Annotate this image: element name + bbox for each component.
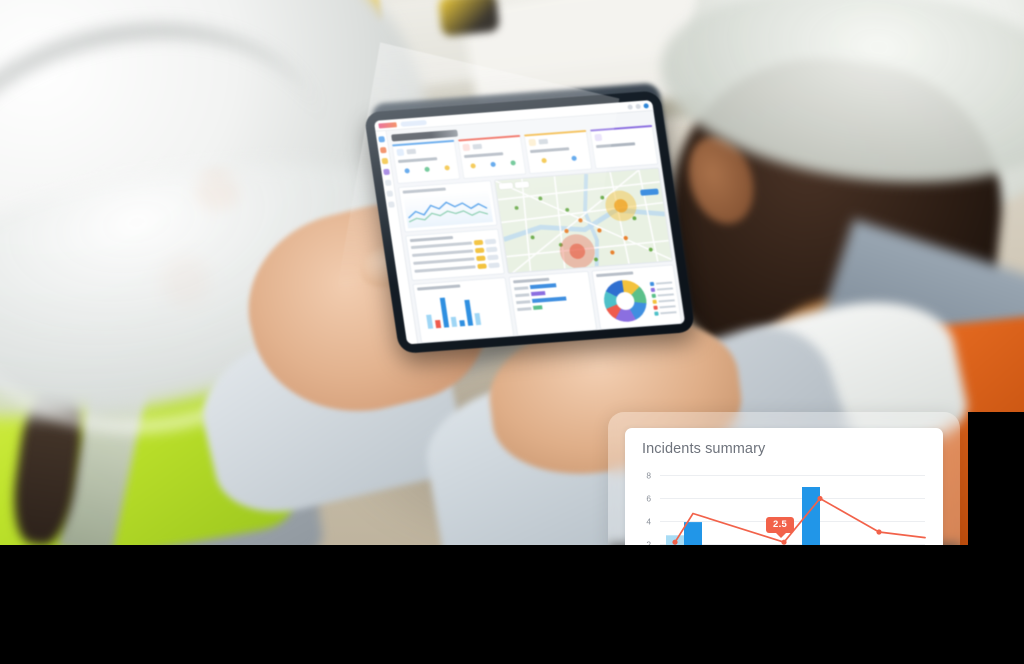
sidebar-item-home-icon[interactable] (378, 136, 386, 143)
svg-text:8: 8 (646, 471, 651, 481)
sidebar-item-placements-icon[interactable] (383, 168, 391, 176)
people-icon (594, 133, 603, 142)
help-icon[interactable] (635, 103, 641, 109)
tablet-device[interactable] (324, 42, 701, 417)
module-card-incidents[interactable] (457, 134, 527, 180)
tool-tape-measure-icon (438, 0, 500, 37)
panel-incident-map[interactable] (493, 167, 673, 274)
compliance-sparkline-chart (403, 190, 494, 229)
svg-text:4: 4 (646, 517, 651, 527)
incidents-mini-bar-chart (418, 287, 508, 329)
sidebar-item-settings-icon[interactable] (386, 190, 394, 197)
alert-icon (462, 143, 471, 152)
warning-icon (528, 138, 537, 147)
bottom-mask (0, 545, 1024, 664)
sidebar-item-incidents-icon[interactable] (379, 146, 387, 154)
sidebar-item-reports-icon[interactable] (384, 179, 392, 186)
svg-text:2: 2 (646, 540, 651, 550)
tab-dashboard[interactable] (400, 119, 427, 127)
page-title: Incidents summary (642, 441, 766, 457)
dashboard-middle-row (397, 167, 673, 282)
left-panels (397, 180, 505, 282)
topbar-actions (627, 102, 649, 110)
panel-compliance-activities[interactable] (397, 180, 498, 233)
sidebar-item-more-icon[interactable] (387, 201, 395, 208)
svg-text:6: 6 (646, 494, 651, 504)
brand-logo-icon (378, 121, 397, 128)
panel-risk-summary[interactable] (591, 264, 683, 330)
photo-backdrop (0, 0, 1024, 545)
panel-risk-categories[interactable] (508, 270, 598, 337)
avatar[interactable] (643, 102, 649, 109)
panel-incidents-chart[interactable] (412, 277, 515, 344)
sidebar-item-risk-icon[interactable] (381, 157, 389, 165)
dashboard-body (375, 111, 685, 345)
risk-horizontal-bars (513, 281, 590, 311)
bell-icon[interactable] (627, 103, 633, 110)
module-card-risk[interactable] (523, 129, 593, 175)
tablet-screen[interactable] (373, 99, 686, 345)
module-card-inspections[interactable] (391, 139, 461, 185)
module-card-placements[interactable] (589, 124, 659, 170)
risk-summary-donut-chart (600, 278, 649, 324)
right-mask (968, 412, 1024, 545)
dashboard-main (386, 111, 685, 344)
risk-summary-legend (649, 281, 677, 316)
panel-top-registers-list[interactable] (405, 228, 505, 282)
data-point-tooltip: 2.5 (766, 517, 795, 538)
clipboard-icon (396, 148, 405, 157)
